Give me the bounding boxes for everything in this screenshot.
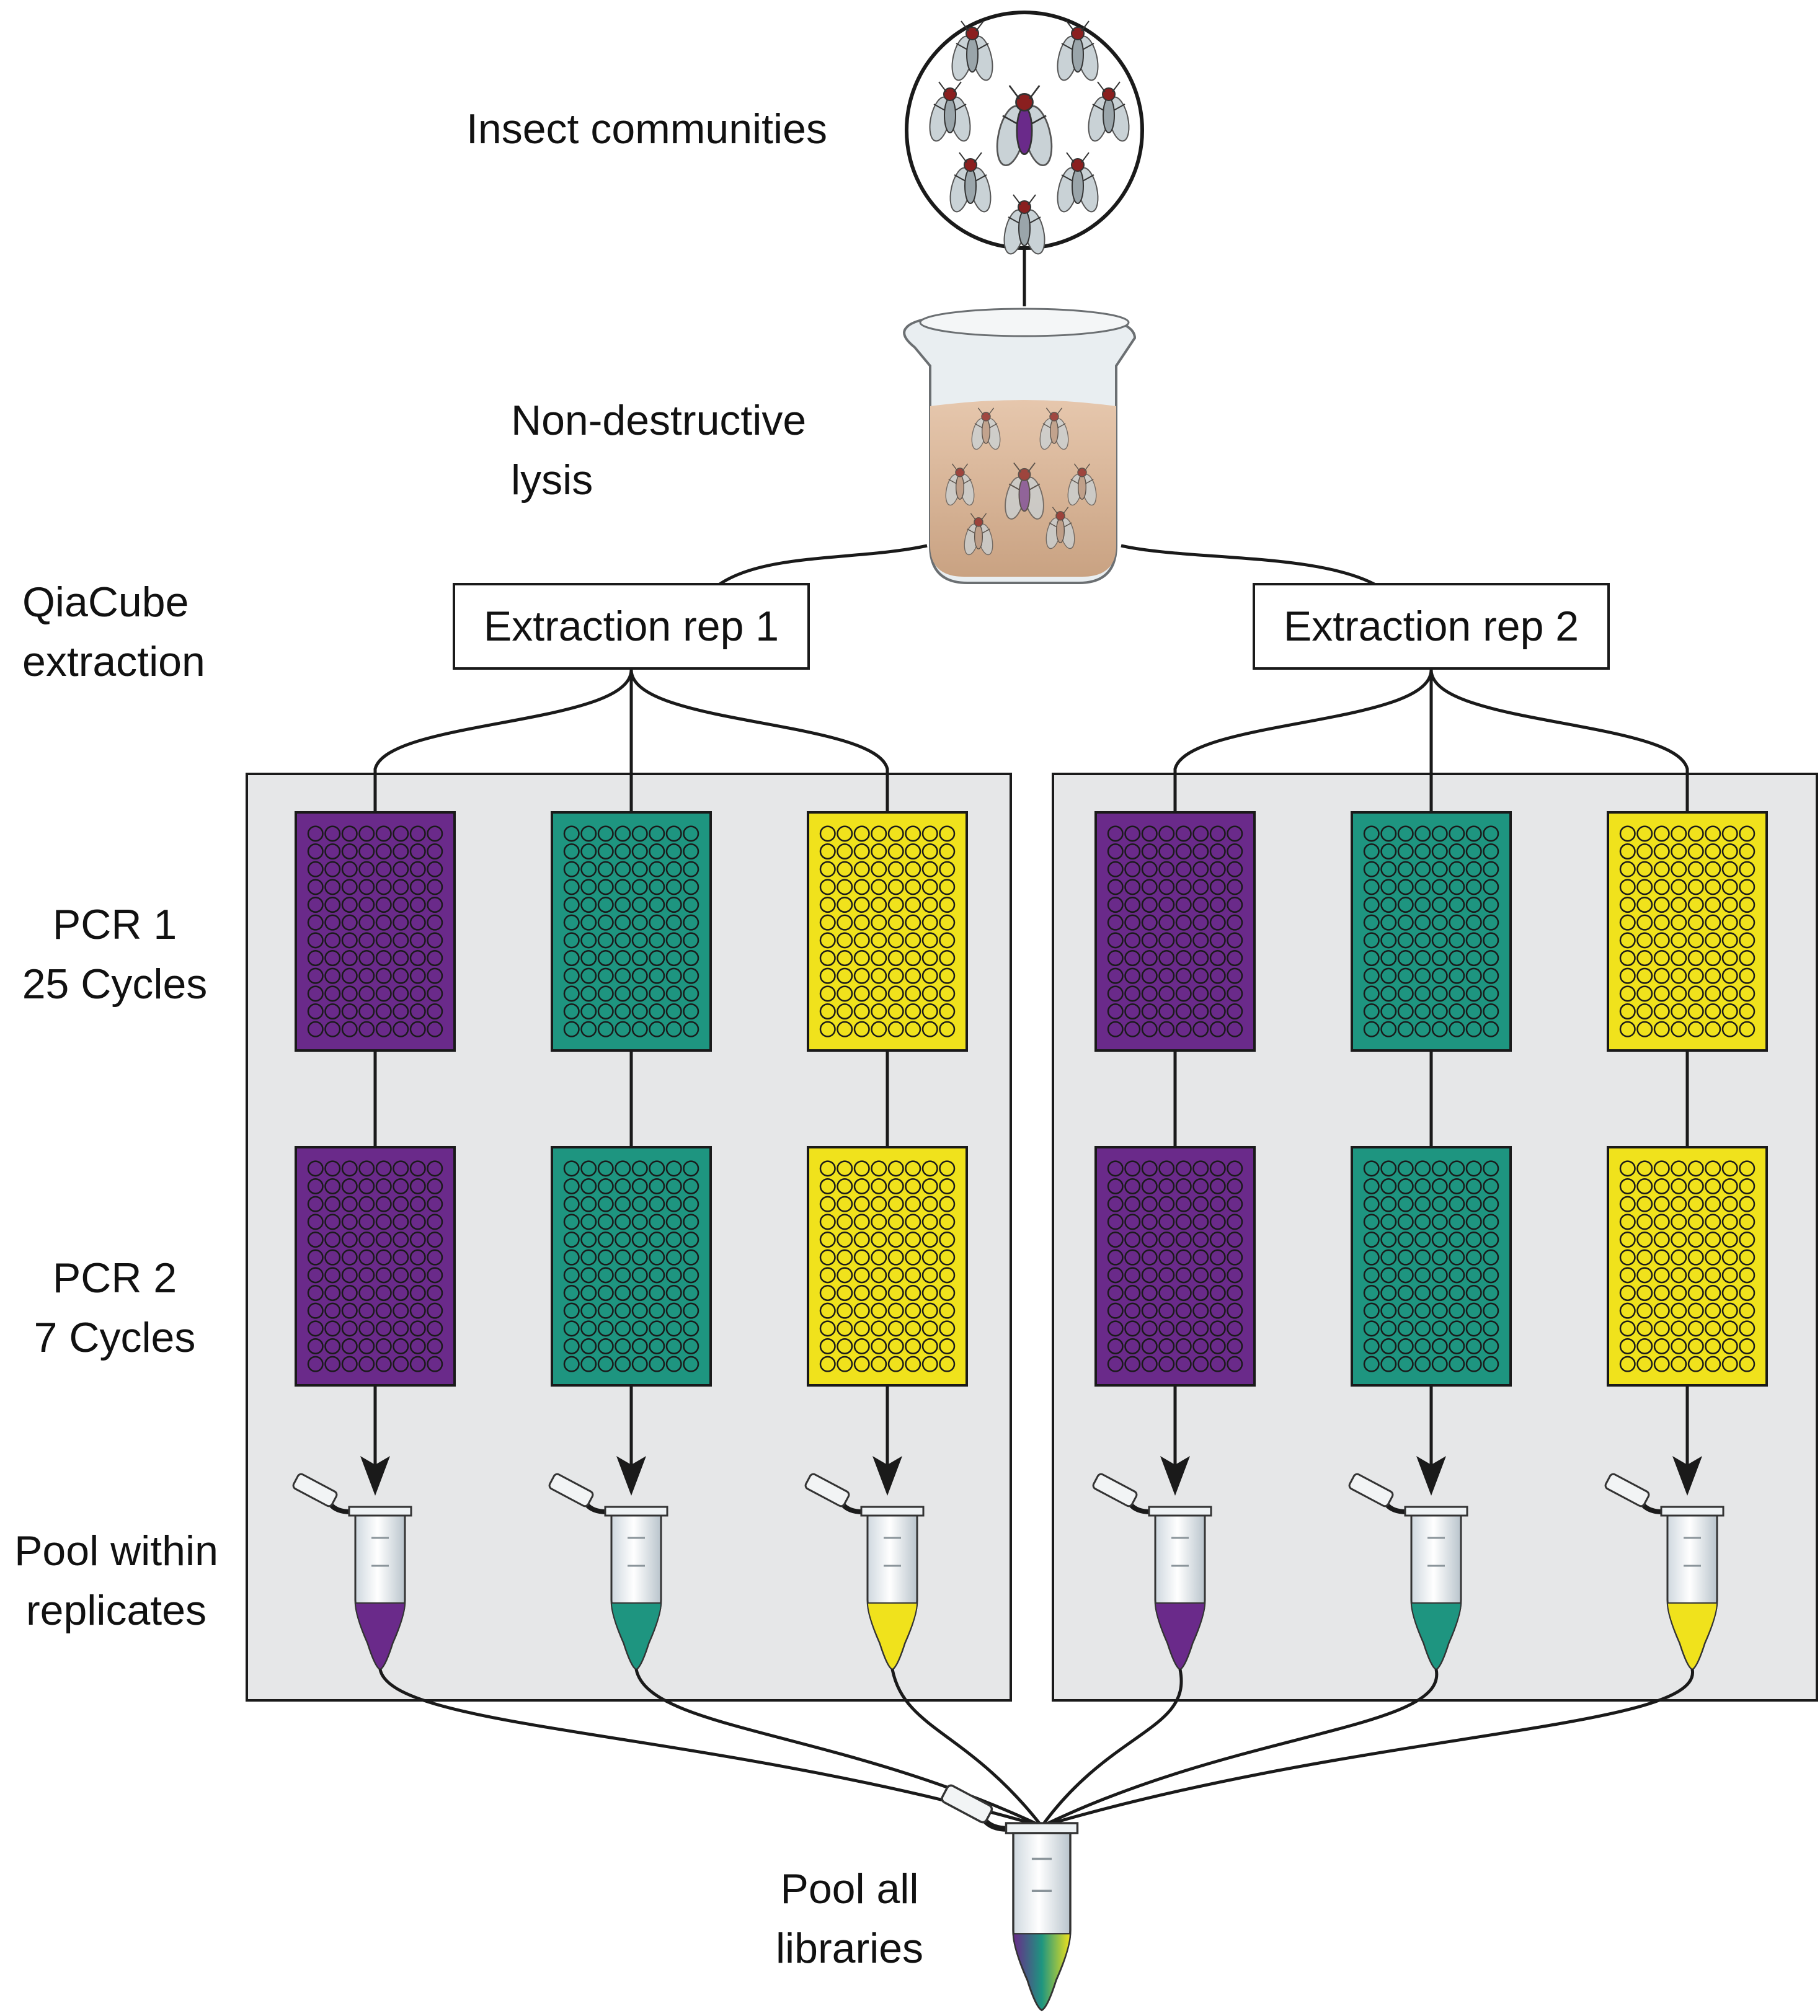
pcr1-plate-purple-rep2 <box>1094 811 1256 1052</box>
pooled-tube-purple-rep2 <box>1092 1473 1212 1671</box>
pooled-tube-yellow-rep1 <box>804 1473 925 1671</box>
connector-beaker-rep2 <box>1121 544 1384 591</box>
fly-icon <box>1045 507 1075 549</box>
fly-icon <box>1057 152 1099 213</box>
insect-community-circle <box>905 11 1144 255</box>
fly-icon <box>1003 194 1045 255</box>
pcr2-plate-purple-rep1 <box>295 1146 456 1387</box>
fly-icon <box>1067 463 1097 506</box>
pcr1-plate-yellow-rep1 <box>807 811 968 1052</box>
pcr1-plate-yellow-rep2 <box>1607 811 1768 1052</box>
pool-within-label: Pool within replicates <box>14 1527 218 1634</box>
pooled-tube-purple-rep1 <box>292 1473 412 1671</box>
pooled-tube-yellow-rep2 <box>1604 1473 1725 1671</box>
pcr1-plate-teal-rep2 <box>1351 811 1512 1052</box>
qiacube-label: QiaCube extraction <box>22 579 205 685</box>
connector-beaker-rep1 <box>712 544 928 590</box>
pool-all-label: Pool all libraries <box>775 1865 924 1972</box>
pcr2-plate-teal-rep1 <box>551 1146 712 1387</box>
pcr1-label: PCR 1 25 Cycles <box>22 901 208 1008</box>
pcr1-plate-teal-rep1 <box>551 811 712 1052</box>
fly-icon <box>949 152 992 213</box>
final-pool-tube <box>941 1784 1079 2012</box>
fly-icon <box>945 463 975 506</box>
pcr2-plate-yellow-rep1 <box>807 1146 968 1387</box>
pcr1-plate-purple-rep1 <box>295 811 456 1052</box>
fly-icon <box>1039 407 1069 450</box>
fly-icon <box>1088 81 1130 142</box>
lysis-label: Non-destructive lysis <box>511 397 807 504</box>
fly-icon <box>1005 462 1044 520</box>
fly-icon <box>964 513 993 556</box>
pcr2-plate-teal-rep2 <box>1351 1146 1512 1387</box>
extraction-rep-2-box: Extraction rep 2 <box>1253 583 1610 670</box>
final-tube-body <box>941 1784 1079 2012</box>
fly-icon <box>929 81 971 142</box>
extraction-rep-1-box: Extraction rep 1 <box>453 583 810 670</box>
pooled-tube-teal-rep2 <box>1348 1473 1468 1671</box>
extraction-rep-2-label: Extraction rep 2 <box>1283 603 1579 650</box>
fly-icon <box>996 85 1053 166</box>
pooled-tube-teal-rep1 <box>548 1473 668 1671</box>
pcr2-plate-yellow-rep2 <box>1607 1146 1768 1387</box>
extraction-rep-1-label: Extraction rep 1 <box>483 603 779 650</box>
fly-icon <box>1057 20 1099 81</box>
pcr2-plate-purple-rep2 <box>1094 1146 1256 1387</box>
fly-icon <box>951 20 993 81</box>
lysis-beaker <box>903 308 1137 584</box>
insect-communities-label: Insect communities <box>466 105 827 153</box>
pcr2-label: PCR 2 7 Cycles <box>33 1254 196 1361</box>
fly-icon <box>971 407 1001 450</box>
